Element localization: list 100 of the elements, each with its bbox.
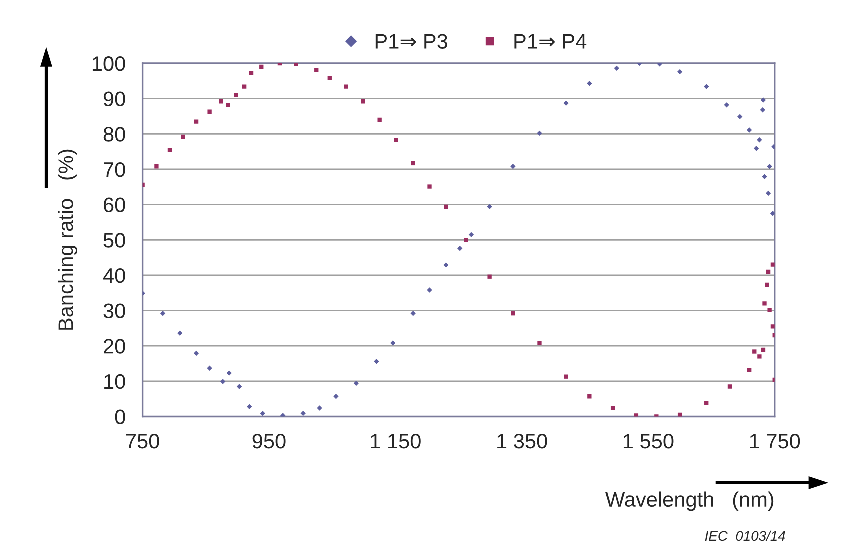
point bbox=[219, 100, 224, 104]
x-axis-title: Wavelength (nm) bbox=[606, 492, 774, 512]
point bbox=[464, 238, 469, 242]
point bbox=[410, 311, 416, 316]
point bbox=[300, 410, 306, 416]
point bbox=[610, 406, 616, 410]
legend-label: P1⇒ P3 bbox=[376, 34, 448, 49]
point bbox=[294, 63, 298, 66]
y-tick-label: 30 bbox=[104, 304, 126, 319]
point bbox=[748, 368, 752, 372]
point bbox=[768, 308, 772, 312]
point bbox=[374, 359, 380, 364]
point bbox=[234, 93, 238, 98]
point bbox=[168, 148, 172, 152]
y-axis-title: Banching ratio (%) bbox=[58, 150, 78, 330]
point bbox=[765, 282, 770, 288]
point bbox=[738, 114, 743, 120]
point bbox=[468, 232, 474, 238]
point bbox=[260, 64, 264, 70]
point bbox=[538, 341, 542, 346]
x-tick-label: 1 750 bbox=[750, 434, 800, 449]
point bbox=[260, 410, 266, 416]
point bbox=[704, 84, 710, 90]
point bbox=[220, 379, 226, 384]
point bbox=[657, 63, 662, 67]
point bbox=[354, 380, 360, 386]
point bbox=[194, 350, 200, 356]
point bbox=[390, 340, 396, 346]
point bbox=[634, 414, 639, 417]
point bbox=[760, 108, 766, 113]
y-tick-label: 60 bbox=[104, 198, 126, 213]
point bbox=[487, 204, 492, 210]
point bbox=[394, 138, 398, 142]
point bbox=[317, 406, 322, 411]
point bbox=[588, 394, 592, 399]
point bbox=[757, 138, 762, 143]
x-tick-label: 1 150 bbox=[371, 434, 421, 449]
point bbox=[207, 366, 212, 371]
point bbox=[160, 311, 166, 316]
point bbox=[208, 110, 212, 114]
point bbox=[378, 118, 382, 122]
point bbox=[181, 134, 186, 140]
point bbox=[247, 404, 252, 410]
legend-label: P1⇒ P4 bbox=[514, 34, 587, 49]
x-tick-label: 750 bbox=[126, 434, 160, 449]
point bbox=[537, 130, 542, 136]
y-tick-label: 100 bbox=[92, 56, 126, 72]
y-tick-label: 10 bbox=[104, 374, 126, 390]
point bbox=[361, 100, 366, 104]
point bbox=[614, 66, 620, 72]
point bbox=[766, 190, 772, 196]
y-tick-label: 0 bbox=[115, 410, 126, 425]
point bbox=[511, 312, 516, 316]
y-tick-label: 50 bbox=[104, 233, 126, 248]
point bbox=[444, 204, 448, 209]
point bbox=[334, 394, 339, 400]
point bbox=[587, 81, 592, 86]
point bbox=[761, 348, 766, 352]
point bbox=[510, 164, 516, 170]
point bbox=[280, 413, 286, 417]
y-tick-label: 40 bbox=[103, 268, 126, 284]
point bbox=[242, 84, 247, 89]
point bbox=[411, 161, 416, 166]
y-tick-label: 80 bbox=[104, 127, 126, 142]
point bbox=[564, 374, 568, 379]
point bbox=[758, 354, 762, 359]
point bbox=[154, 164, 159, 169]
x-tick-label: 1 350 bbox=[498, 434, 548, 449]
y-tick-label: 20 bbox=[104, 339, 126, 354]
point bbox=[724, 102, 730, 108]
point bbox=[766, 270, 771, 274]
point bbox=[754, 146, 760, 152]
text: IEC 0103/14 bbox=[705, 530, 786, 542]
point bbox=[344, 84, 348, 89]
point bbox=[226, 103, 230, 108]
point bbox=[314, 68, 319, 72]
point bbox=[760, 98, 766, 103]
point bbox=[428, 184, 432, 189]
point bbox=[752, 350, 757, 354]
point bbox=[488, 274, 492, 279]
point bbox=[427, 288, 432, 293]
point bbox=[236, 384, 242, 390]
y-tick-label: 90 bbox=[104, 92, 126, 107]
y-tick-label: 70 bbox=[104, 162, 126, 178]
point bbox=[746, 128, 752, 133]
point bbox=[194, 120, 199, 124]
point bbox=[767, 164, 772, 170]
x-tick-label: 1 550 bbox=[624, 434, 674, 449]
point bbox=[444, 262, 449, 268]
point bbox=[762, 174, 768, 180]
point bbox=[458, 246, 463, 252]
point bbox=[677, 69, 683, 75]
point bbox=[178, 330, 183, 336]
point bbox=[704, 401, 709, 406]
point bbox=[770, 324, 775, 329]
point bbox=[226, 370, 232, 376]
point bbox=[762, 302, 767, 306]
point bbox=[249, 71, 254, 76]
x-tick-label: 950 bbox=[252, 434, 286, 449]
point bbox=[564, 100, 569, 106]
